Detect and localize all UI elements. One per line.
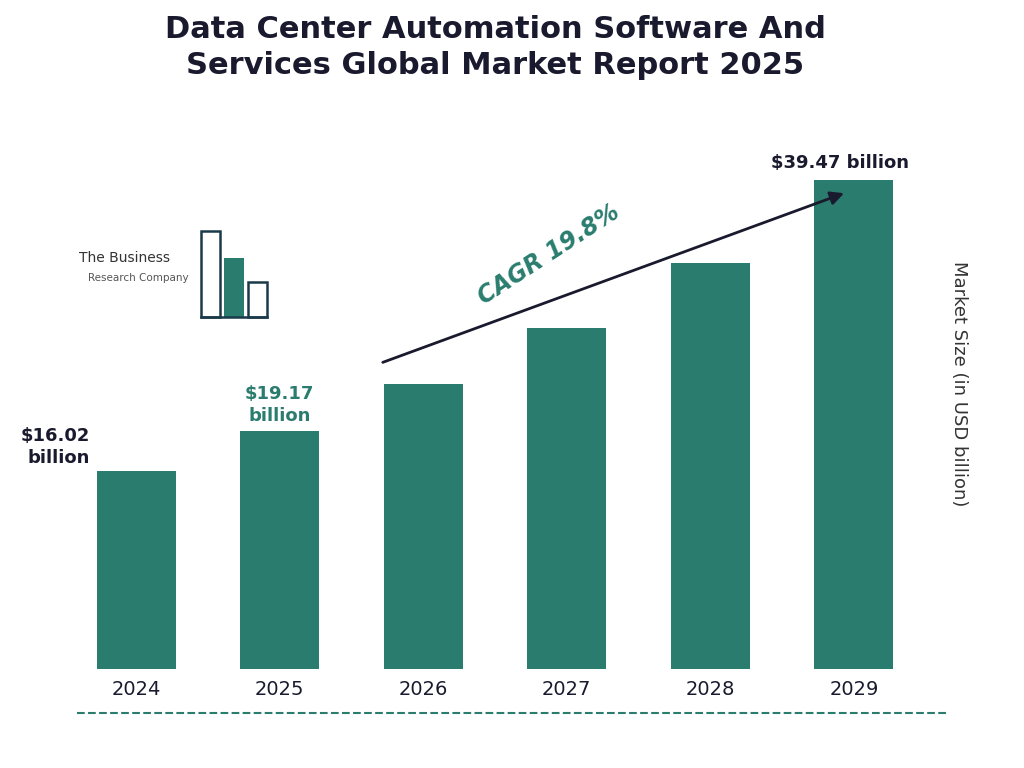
Bar	[241, 432, 319, 669]
Bar	[384, 384, 463, 669]
Text: CAGR 19.8%: CAGR 19.8%	[473, 200, 624, 310]
Bar	[671, 263, 750, 669]
Y-axis label: Market Size (in USD billion): Market Size (in USD billion)	[950, 261, 968, 507]
Text: $16.02
billion: $16.02 billion	[20, 426, 90, 467]
Bar	[814, 180, 893, 669]
Text: The Business: The Business	[79, 251, 170, 265]
Bar	[527, 328, 606, 669]
Title: Data Center Automation Software And
Services Global Market Report 2025: Data Center Automation Software And Serv…	[165, 15, 825, 80]
Bar	[201, 231, 220, 317]
Text: $39.47 billion: $39.47 billion	[770, 154, 908, 172]
Bar	[96, 471, 175, 669]
Text: Research Company: Research Company	[88, 273, 188, 283]
Bar	[224, 258, 244, 317]
Text: $19.17
billion: $19.17 billion	[245, 385, 314, 425]
Bar	[248, 282, 267, 317]
